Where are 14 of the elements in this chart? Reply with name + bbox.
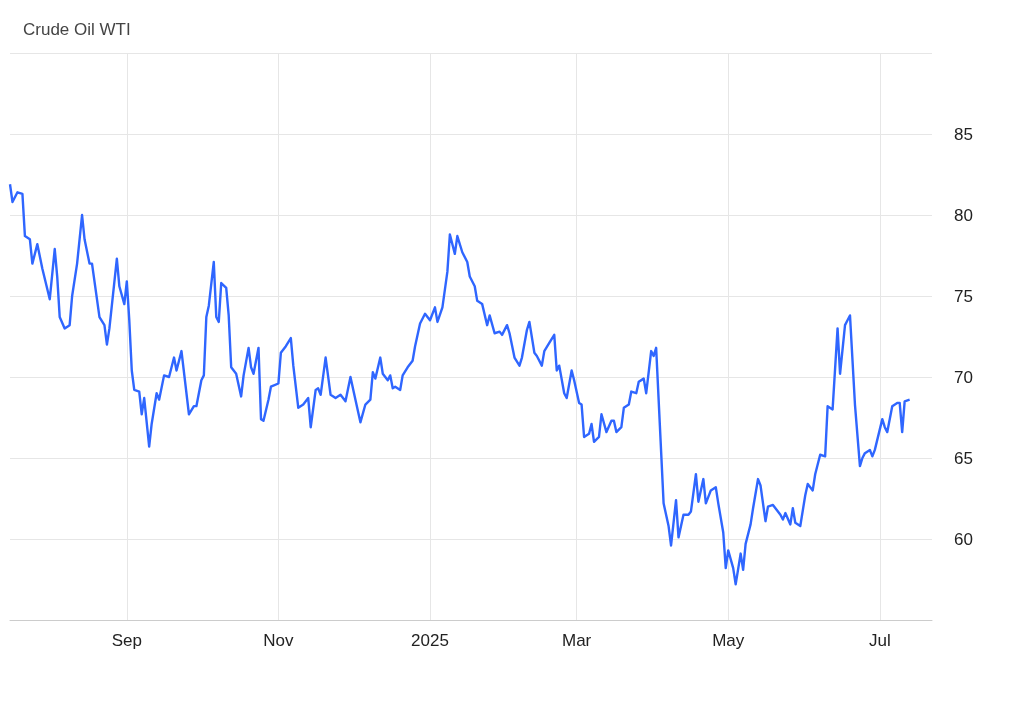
y-tick-label: 65 (954, 448, 973, 468)
x-tick-label: Nov (263, 631, 295, 650)
y-tick-label: 70 (954, 367, 973, 387)
y-tick-label: 75 (954, 286, 973, 306)
chart-title: Crude Oil WTI (23, 20, 131, 39)
x-tick-label: 2025 (411, 631, 449, 650)
line-series (8, 183, 911, 586)
x-tick-label: Sep (111, 631, 142, 650)
y-tick-label: 60 (954, 529, 973, 549)
x-tick-label: Jul (868, 631, 891, 650)
x-tick-label: May (712, 631, 745, 650)
y-tick-label: 85 (954, 124, 973, 144)
y-tick-label: 80 (954, 205, 973, 225)
x-tick-label: Mar (561, 631, 592, 650)
